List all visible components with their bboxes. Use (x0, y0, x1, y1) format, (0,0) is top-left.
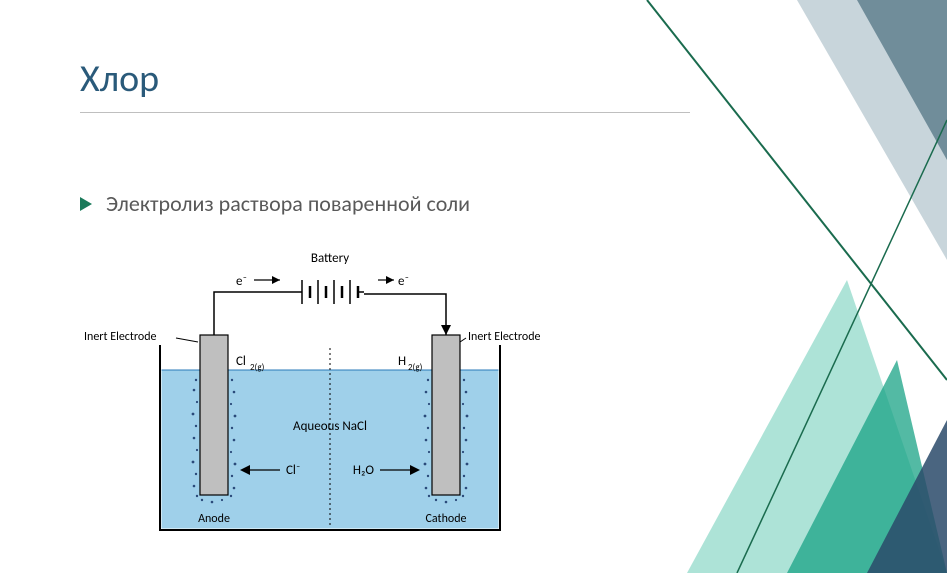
svg-text:H: H (398, 354, 406, 369)
anode-label: Anode (198, 512, 230, 526)
electron-right-label: e⁻ (398, 274, 409, 289)
bullet-item: Электролиз раствора поваренной соли (80, 190, 470, 217)
decorative-shapes (587, 0, 947, 573)
ion-right-label: H₂O (353, 463, 374, 478)
bullet-text: Электролиз раствора поваренной соли (106, 190, 470, 217)
battery-label: Battery (311, 251, 349, 266)
cathode-electrode (432, 335, 460, 495)
ion-left-label: Cl⁻ (286, 463, 301, 478)
solution-label: Aqueous NaCl (293, 419, 367, 434)
anode-electrode (200, 335, 228, 495)
svg-text:2(g): 2(g) (250, 362, 265, 373)
slide-title: Хлор (80, 56, 159, 102)
svg-text:2(g): 2(g) (408, 362, 423, 373)
electron-left-label: e⁻ (236, 274, 247, 289)
title-underline (80, 112, 690, 113)
cathode-label: Cathode (426, 512, 467, 526)
electrolysis-diagram: e⁻ e⁻ Battery Inert Electrode Inert Elec… (80, 230, 540, 550)
battery-icon (296, 280, 364, 304)
inert-left-label: Inert Electrode (84, 330, 157, 344)
inert-right-label: Inert Electrode (468, 330, 540, 344)
bullet-arrow-icon (80, 197, 92, 211)
svg-text:Cl: Cl (236, 354, 246, 369)
